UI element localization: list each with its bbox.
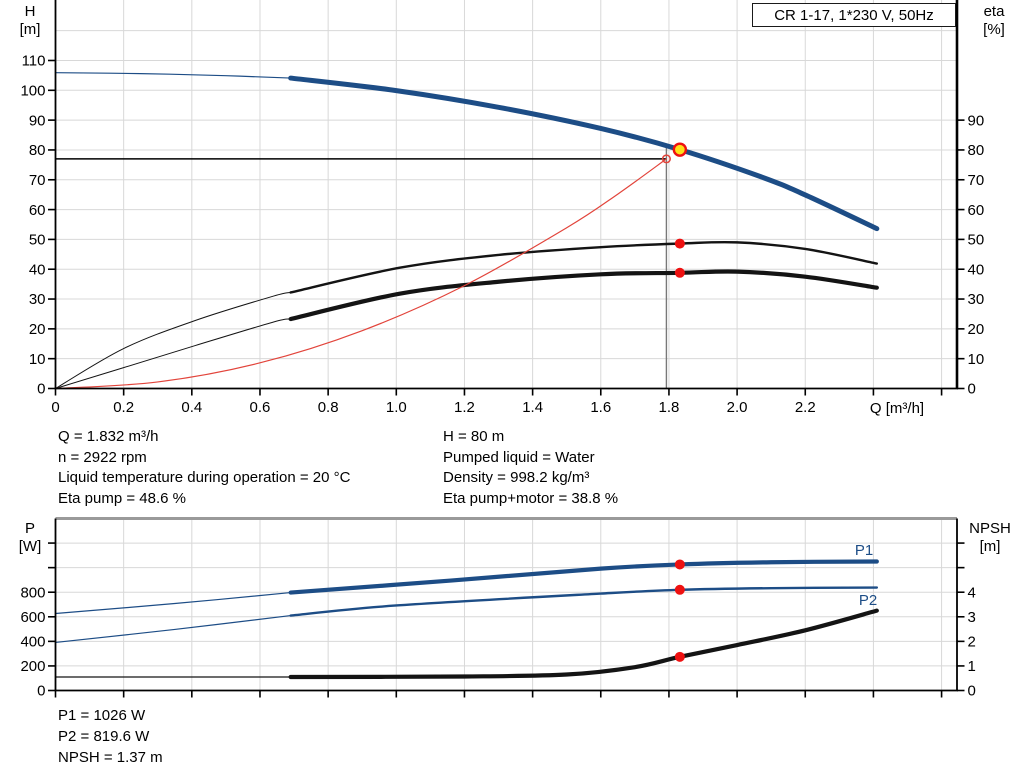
x-axis-tick-label: 1.6 [590, 399, 611, 416]
p2-curve-low-flow [54, 614, 292, 644]
npsh-axis-unit: [m] [979, 537, 1001, 555]
info-line-liquid: Pumped liquid = Water [443, 448, 595, 466]
x-axis-tick-label: 2.0 [727, 399, 748, 416]
x-axis-tick-label: 0 [51, 399, 59, 416]
system-curve [54, 158, 668, 390]
duty-info-right: H = 80 m Pumped liquid = Water Density =… [443, 427, 618, 509]
right-axis-tick-label: 30 [968, 291, 985, 308]
npsh-axis-symbol: NPSH [969, 520, 1011, 537]
eta-pump-motor-low-flow [55, 318, 292, 389]
left-axis-tick-label: 70 [29, 172, 46, 189]
right-axis-tick-label: 3 [968, 609, 976, 626]
power-npsh-results: P1 = 1026 W P2 = 819.6 W NPSH = 1.37 m [58, 705, 163, 768]
duty-info-left: Q = 1.832 m³/h n = 2922 rpm Liquid tempe… [58, 427, 350, 509]
left-axis-tick-label: 0 [37, 683, 45, 700]
left-axis-tick-label: 100 [20, 83, 45, 100]
right-axis-tick-label: 0 [968, 381, 976, 398]
x-axis-tick-label: 2.2 [795, 399, 816, 416]
p-axis-title: P [W] [10, 520, 50, 555]
right-axis-tick-label: 2 [968, 634, 976, 651]
left-axis-tick-label: 50 [29, 232, 46, 249]
x-axis-tick-label: 0.2 [113, 399, 134, 416]
info-line-temperature: Liquid temperature during operation = 20… [58, 469, 351, 487]
left-axis-tick-label: 30 [29, 291, 46, 308]
x-axis-tick-label: 1.8 [659, 399, 680, 416]
x-axis-tick-label: 1.0 [386, 399, 407, 416]
info-line-eta-pump: Eta pump = 48.6 % [58, 489, 186, 507]
eta-axis-unit: [%] [983, 20, 1005, 38]
qh-curve [288, 75, 880, 232]
eta-pump-motor-point [674, 267, 685, 278]
left-axis-tick-label: 10 [29, 351, 46, 368]
info-line-speed: n = 2922 rpm [58, 448, 147, 466]
npsh-curve [288, 608, 879, 680]
h-axis-unit: [m] [19, 20, 41, 38]
right-axis-tick-label: 60 [968, 202, 985, 219]
q-axis-title: Q [m³/h] [869, 400, 925, 417]
right-axis-tick-label: 40 [968, 261, 985, 278]
right-axis-tick-label: 50 [968, 232, 985, 249]
info-line-h: H = 80 m [443, 428, 505, 445]
eta-pump-point [674, 238, 685, 249]
left-axis-tick-label: 40 [29, 261, 46, 278]
pump-type-label: CR 1-17, 1*230 V, 50Hz [774, 6, 934, 24]
pump-type-box: CR 1-17, 1*230 V, 50Hz [752, 3, 956, 27]
p1-point [674, 559, 685, 570]
right-axis-tick-label: 1 [968, 658, 976, 675]
info-line-density: Density = 998.2 kg/m³ [443, 469, 590, 487]
left-axis-tick-label: 60 [29, 202, 46, 219]
p-axis-unit: [W] [18, 537, 42, 555]
x-axis-tick-label: 0.8 [318, 399, 339, 416]
npsh-point [674, 651, 685, 662]
npsh-axis-title: NPSH [m] [959, 520, 1021, 555]
result-line-p1: P1 = 1026 W [58, 707, 146, 724]
result-line-p2: P2 = 819.6 W [58, 728, 150, 745]
qh-curve-low-flow [54, 72, 292, 79]
p-axis-symbol: P [24, 520, 35, 537]
left-axis-tick-label: 600 [20, 609, 45, 626]
p1-curve-low-flow [54, 591, 292, 615]
h-axis-symbol: H [24, 3, 36, 20]
x-axis-tick-label: 1.2 [454, 399, 475, 416]
eta-axis-symbol: eta [983, 3, 1005, 20]
h-axis-title: H [m] [10, 3, 50, 38]
x-axis-tick-label: 0.6 [250, 399, 271, 416]
info-line-eta-pump-motor: Eta pump+motor = 38.8 % [443, 489, 619, 507]
eta-pump-curve [289, 240, 879, 294]
left-axis-tick-label: 80 [29, 142, 46, 159]
left-axis-tick-label: 110 [22, 53, 46, 70]
left-axis-tick-label: 400 [20, 634, 45, 651]
eta-pump-low-flow [55, 291, 292, 389]
p2-point [674, 584, 685, 595]
left-axis-tick-label: 20 [29, 321, 46, 338]
left-axis-tick-label: 90 [29, 112, 46, 129]
left-axis-tick-label: 200 [20, 658, 45, 675]
left-axis-tick-label: 800 [20, 584, 45, 601]
p1-curve-label: P1 [854, 542, 874, 559]
p1-curve [288, 559, 879, 595]
right-axis-tick-label: 10 [968, 351, 985, 368]
right-axis-tick-label: 80 [968, 142, 985, 159]
requested-duty-point [661, 154, 671, 164]
right-axis-tick-label: 0 [968, 683, 976, 700]
eta-pump-motor-curve [288, 269, 879, 322]
x-axis-tick-label: 1.4 [522, 399, 543, 416]
p2-curve-label: P2 [858, 592, 878, 609]
x-axis-tick-label: 0.4 [181, 399, 202, 416]
result-line-npsh: NPSH = 1.37 m [58, 749, 163, 766]
eta-axis-title: eta [%] [971, 3, 1017, 38]
right-axis-tick-label: 70 [968, 172, 985, 189]
p2-curve [289, 586, 879, 617]
right-axis-tick-label: 4 [968, 584, 976, 601]
power-npsh-chart-group: 0 200 400 600 800 0 1 2 3 4 [20, 517, 976, 700]
right-axis-tick-label: 20 [968, 321, 985, 338]
duty-point [672, 142, 688, 157]
right-axis-tick-label: 90 [968, 112, 985, 129]
left-axis-tick-label: 0 [37, 381, 45, 398]
info-line-q: Q = 1.832 m³/h [58, 428, 159, 445]
qh-chart-group: 0 10 20 30 40 50 60 70 80 90 100 110 0 10 20 30 40 50 60 70… [20, 0, 984, 416]
